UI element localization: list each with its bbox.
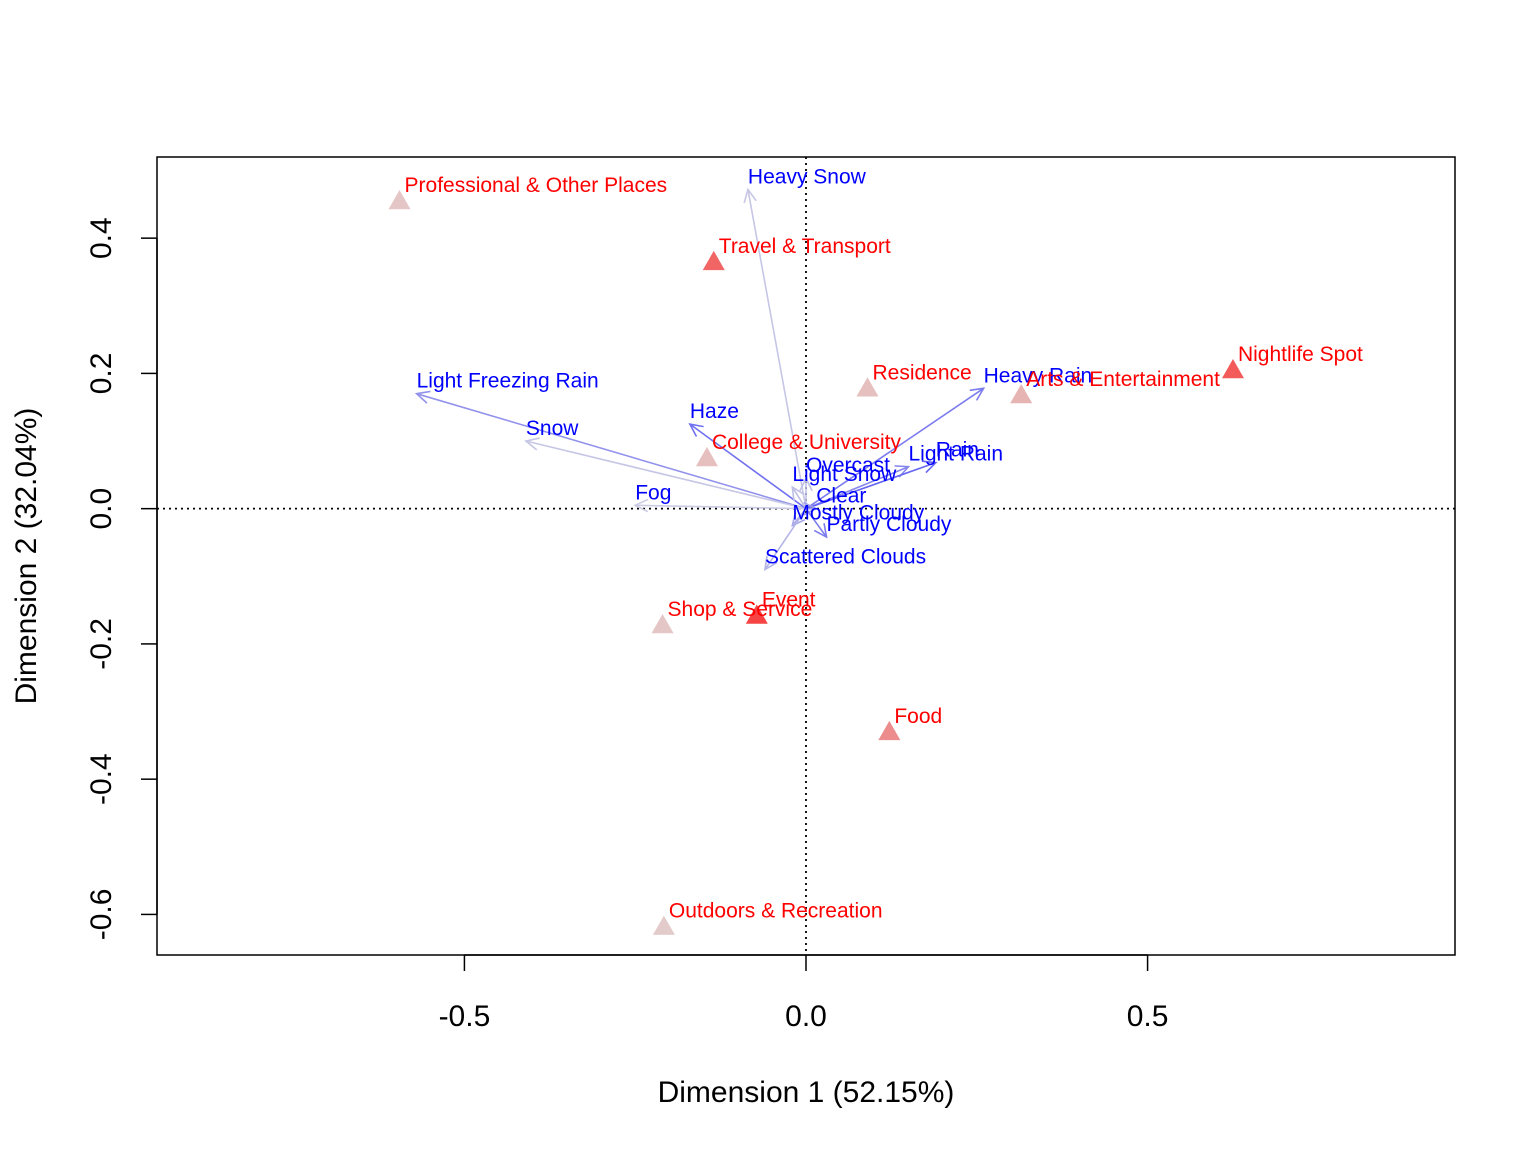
x-tick-label: -0.5 <box>439 1000 491 1033</box>
x-tick-label: 0.0 <box>785 1000 827 1033</box>
arrow-head <box>414 390 431 404</box>
arrow-head <box>633 498 649 513</box>
column-label: Overcast <box>806 454 890 477</box>
column-arrows <box>414 187 986 572</box>
arrow-head <box>743 187 757 204</box>
arrow-shaft <box>525 440 807 510</box>
x-axis-title: Dimension 1 (52.15%) <box>658 1076 955 1109</box>
column-label: Partly Cloudy <box>826 513 951 536</box>
arrow-head <box>524 437 540 451</box>
row-label: Shop & Service <box>668 598 813 621</box>
arrow-shaft <box>805 508 828 538</box>
column-label: Rain <box>936 439 979 462</box>
arrow-shaft <box>635 504 807 510</box>
y-axis: -0.6 -0.4 -0.2 0.0 0.2 0.4 <box>85 217 158 941</box>
y-tick-label: -0.2 <box>85 618 118 670</box>
column-label: Clear <box>816 485 866 508</box>
row-label: Outdoors & Recreation <box>669 900 883 923</box>
arrow-head <box>688 423 704 437</box>
column-label: Heavy Rain <box>984 364 1093 387</box>
y-tick-label: -0.4 <box>85 753 118 805</box>
arrow-head <box>791 485 805 502</box>
row-label: College & University <box>712 431 902 454</box>
row-point-marker <box>702 250 725 271</box>
column-label: Haze <box>690 400 739 423</box>
row-point-marker <box>651 613 674 634</box>
column-label: Fog <box>635 481 671 504</box>
row-label: Travel & Transport <box>719 235 891 258</box>
arrow-head <box>969 387 986 401</box>
x-axis: -0.5 0.0 0.5 <box>439 954 1169 1033</box>
row-point-marker <box>856 377 879 397</box>
arrow-shaft <box>764 508 807 570</box>
row-point-marker <box>1221 359 1244 379</box>
row-label: Food <box>894 705 942 728</box>
row-point-marker <box>388 189 411 210</box>
row-label: Arts & Entertainment <box>1026 368 1220 391</box>
row-point-marker <box>878 720 901 741</box>
row-point-marker <box>1010 384 1033 404</box>
arrow-head <box>791 511 806 527</box>
arrow-head <box>803 501 819 516</box>
arrow-shaft <box>805 461 937 510</box>
row-points <box>388 189 1244 935</box>
arrow-head <box>763 555 778 572</box>
y-tick-label: 0.4 <box>85 217 118 259</box>
arrow-shaft <box>791 486 807 510</box>
arrow-shaft <box>805 387 985 510</box>
y-tick-label: 0.0 <box>85 488 118 530</box>
row-label: Residence <box>872 361 971 384</box>
arrow-shaft <box>805 465 909 510</box>
point-labels: Heavy Snow Light Freezing Rain Snow Haze Hea… <box>405 165 1364 922</box>
row-label: Professional & Other Places <box>405 174 668 197</box>
row-point-marker <box>745 604 768 624</box>
column-label: Light Rain <box>908 443 1003 466</box>
column-label: Snow <box>526 417 579 440</box>
column-label: Mostly Cloudy <box>792 502 924 525</box>
y-axis-title: Dimension 2 (32.04%) <box>10 408 43 705</box>
row-point-marker <box>652 915 675 935</box>
y-tick-label: -0.6 <box>85 889 118 941</box>
column-label: Light Freezing Rain <box>417 370 599 393</box>
arrow-head <box>894 465 911 478</box>
arrow-head <box>921 460 938 474</box>
row-point-marker <box>695 446 718 467</box>
arrow-shaft <box>689 423 807 510</box>
column-label: Heavy Snow <box>748 165 867 188</box>
arrow-head <box>813 523 828 539</box>
arrow-shaft <box>747 189 807 509</box>
arrow-shaft <box>416 392 807 510</box>
x-tick-label: 0.5 <box>1127 1000 1169 1033</box>
column-label: Scattered Clouds <box>765 546 926 569</box>
y-tick-label: 0.2 <box>85 353 118 395</box>
column-label: Light Snow <box>792 463 897 486</box>
arrow-head <box>799 476 813 492</box>
row-label: Nightlife Spot <box>1238 343 1363 366</box>
row-label: Event <box>762 589 816 612</box>
